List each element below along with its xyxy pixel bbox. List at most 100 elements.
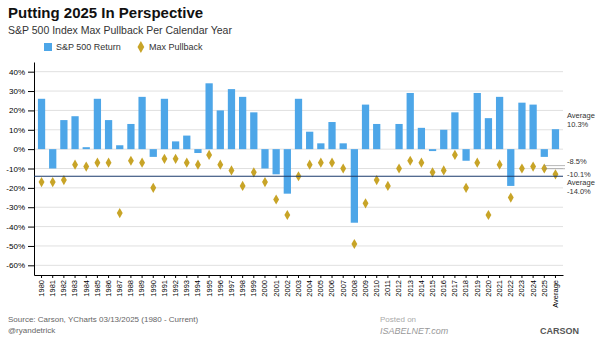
x-tick-mark (309, 275, 310, 278)
x-tick: 1983 (70, 275, 79, 297)
leader-line (544, 165, 565, 166)
bar (60, 120, 67, 149)
point (497, 160, 503, 170)
bar (328, 122, 335, 149)
y-tick-label: -20% (6, 184, 25, 193)
bar (496, 97, 503, 149)
x-tick-mark (130, 275, 131, 278)
annotation: Average10.3% (567, 111, 595, 129)
point (318, 158, 324, 168)
x-tick: 2025 (540, 275, 549, 297)
y-tick: -10% (6, 165, 34, 174)
grid-line (34, 207, 563, 208)
y-tick: 10% (9, 126, 34, 135)
x-tick-label: 1985 (93, 280, 102, 297)
point (519, 163, 525, 173)
bar (485, 118, 492, 149)
footer: Source: Carson, YCharts 03/13/2025 (1980… (8, 315, 579, 336)
watermark: ISABELNET.com (380, 326, 449, 336)
x-tick: 2017 (450, 275, 459, 297)
x-tick: 1980 (37, 275, 46, 297)
bar (183, 136, 190, 150)
bar (340, 143, 347, 149)
x-tick-label: 2004 (305, 280, 314, 297)
x-tick-mark (298, 275, 299, 278)
bar (518, 103, 525, 149)
x-tick-mark (52, 275, 53, 278)
point (262, 177, 268, 187)
bar (217, 110, 224, 149)
grid (34, 72, 563, 266)
series-scatter (39, 150, 559, 249)
point (351, 239, 357, 249)
x-tick-mark (63, 275, 64, 278)
x-tick-label: 2008 (350, 280, 359, 297)
source: Source: Carson, YCharts 03/13/2025 (1980… (8, 315, 199, 324)
bar (306, 132, 313, 149)
x-tick-label: 2010 (372, 280, 381, 297)
x-tick: 2005 (316, 275, 325, 297)
bar (440, 130, 447, 149)
x-tick-label: 2016 (439, 280, 448, 297)
x-tick: 2012 (394, 275, 403, 297)
bar (351, 149, 358, 223)
x-tick-label: 2007 (339, 280, 348, 297)
x-tick: 1989 (137, 275, 146, 297)
bar (83, 147, 90, 149)
x-tick-mark (164, 275, 165, 278)
x-tick-label: 1993 (182, 280, 191, 297)
grid-line (34, 71, 563, 72)
x-tick-mark (533, 275, 534, 278)
y-tick: 30% (9, 87, 34, 96)
x-tick-mark (477, 275, 478, 278)
point (240, 181, 246, 191)
x-tick: 1984 (82, 275, 91, 297)
grid-line (34, 245, 563, 246)
x-tick-mark (410, 275, 411, 278)
x-tick-mark (287, 275, 288, 278)
point (396, 163, 402, 173)
watermark: CARSON (540, 326, 579, 336)
bar (105, 120, 112, 149)
y-tick-mark (28, 72, 34, 73)
x-tick-mark (276, 275, 277, 278)
point (407, 156, 413, 166)
x-tick: 1987 (115, 275, 124, 297)
bar (172, 141, 179, 149)
point (117, 208, 123, 218)
bar (38, 99, 45, 149)
point (307, 160, 313, 170)
x-tick-mark (454, 275, 455, 278)
point (340, 163, 346, 173)
bar (194, 149, 201, 153)
bar (71, 116, 78, 149)
point (273, 194, 279, 204)
x-tick-mark (231, 275, 232, 278)
x-tick-label: 1990 (149, 280, 158, 297)
x-tick-mark (320, 275, 321, 278)
bar (239, 97, 246, 149)
y-tick: -50% (6, 242, 34, 251)
x-tick: 1988 (126, 275, 135, 297)
x-tick: 2004 (305, 275, 314, 297)
x-tick: 2008 (350, 275, 359, 297)
x-tick: 1998 (238, 275, 247, 297)
subtitle: S&P 500 Index Max Pullback Per Calendar … (8, 24, 232, 36)
x-tick-mark (488, 275, 489, 278)
x-tick: 1986 (104, 275, 113, 297)
x-tick-mark (75, 275, 76, 278)
point (195, 160, 201, 170)
marks (34, 83, 563, 249)
grid-line (34, 265, 563, 266)
point (50, 177, 56, 187)
point (363, 198, 369, 208)
y-tick: 40% (9, 68, 34, 77)
x-tick-mark (332, 275, 333, 278)
point (139, 158, 145, 168)
y-tick-label: -10% (6, 165, 25, 174)
bar (462, 149, 469, 161)
point (485, 210, 491, 220)
x-tick-label: 2017 (450, 280, 459, 297)
bar (362, 105, 369, 150)
grid-line (34, 91, 563, 92)
